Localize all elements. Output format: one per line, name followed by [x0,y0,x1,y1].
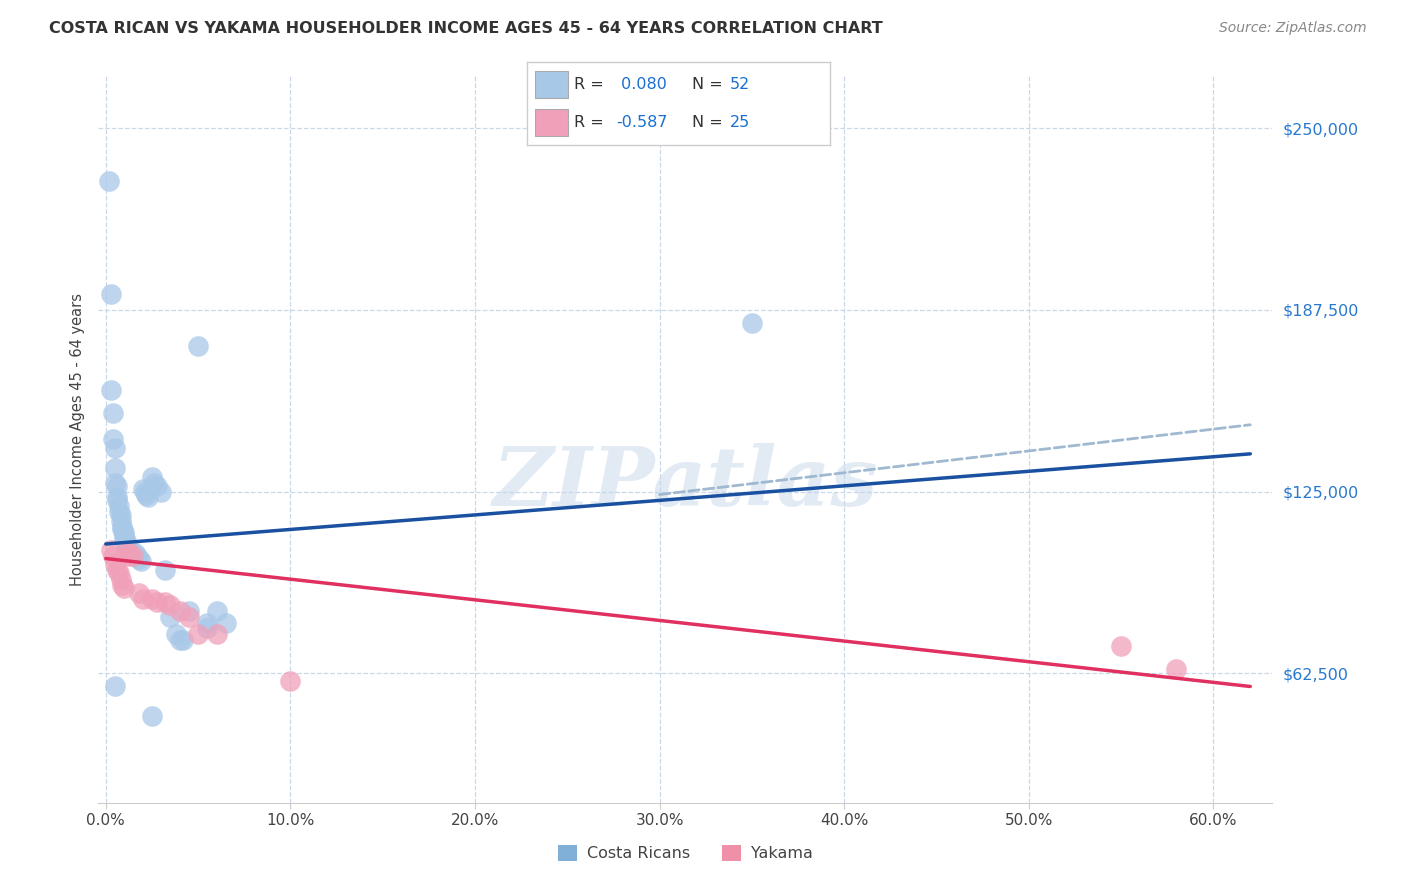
Point [111,519,134,533]
Point [104,680,127,694]
Point [128,551,150,566]
Y-axis label: Householder Income Ages 45 - 64 years: Householder Income Ages 45 - 64 years [69,293,84,586]
Point [172,632,194,647]
Point [107,499,129,513]
Point [195,615,218,630]
Point [141,708,163,723]
Text: N =: N = [692,77,728,92]
Point [112,531,135,545]
Point [187,339,209,353]
Text: N =: N = [692,115,728,130]
Point [103,549,125,563]
Point [159,609,181,624]
Point [205,627,228,641]
Point [741,316,763,330]
Point [205,604,228,618]
Point [1109,639,1132,653]
Point [107,505,129,519]
Point [129,554,152,568]
Point [112,581,135,595]
Point [122,549,145,563]
Point [115,537,138,551]
FancyBboxPatch shape [534,109,568,136]
Point [122,549,145,563]
Point [132,592,155,607]
Point [177,609,200,624]
Point [187,627,209,641]
Point [100,542,122,557]
Point [111,578,134,592]
Point [215,615,238,630]
Point [103,432,125,446]
Point [159,598,181,612]
Point [136,491,159,505]
Text: 25: 25 [730,115,749,130]
Point [110,514,132,528]
Point [115,546,138,560]
Point [104,441,127,455]
Point [142,475,165,490]
Point [118,542,141,557]
Point [141,592,163,607]
Point [165,627,187,641]
Point [280,673,302,688]
Point [100,383,122,397]
Point [146,479,169,493]
Point [105,479,128,493]
Point [107,566,129,580]
Point [146,595,169,609]
Point [153,563,176,577]
Point [150,484,173,499]
Point [103,406,125,420]
Text: ZIPatlas: ZIPatlas [492,443,879,523]
Point [110,508,132,522]
Text: -0.587: -0.587 [616,115,668,130]
Point [1166,662,1188,676]
Point [127,549,149,563]
Point [195,621,218,635]
Point [128,586,150,600]
Point [132,482,155,496]
Point [104,558,127,572]
Point [177,604,200,618]
Point [117,540,139,554]
Text: Source: ZipAtlas.com: Source: ZipAtlas.com [1219,21,1367,35]
Point [104,461,127,475]
Point [118,546,141,560]
Text: 0.080: 0.080 [616,77,668,92]
Point [100,286,122,301]
Point [104,475,127,490]
Point [98,173,121,187]
Point [121,546,143,560]
Point [169,604,191,618]
Text: R =: R = [574,77,609,92]
Point [115,534,138,549]
FancyBboxPatch shape [534,70,568,98]
Point [105,491,128,505]
Point [124,546,146,560]
Point [135,487,157,501]
Point [105,493,128,508]
Text: R =: R = [574,115,609,130]
Point [112,525,135,540]
Point [110,572,132,586]
Point [153,595,176,609]
Point [105,563,128,577]
Point [112,528,135,542]
Point [117,549,139,563]
Text: COSTA RICAN VS YAKAMA HOUSEHOLDER INCOME AGES 45 - 64 YEARS CORRELATION CHART: COSTA RICAN VS YAKAMA HOUSEHOLDER INCOME… [49,21,883,36]
Point [169,632,191,647]
Point [141,470,163,484]
Point [111,523,134,537]
Legend: Costa Ricans, Yakama: Costa Ricans, Yakama [551,838,820,868]
Point [134,484,156,499]
Text: 52: 52 [730,77,749,92]
